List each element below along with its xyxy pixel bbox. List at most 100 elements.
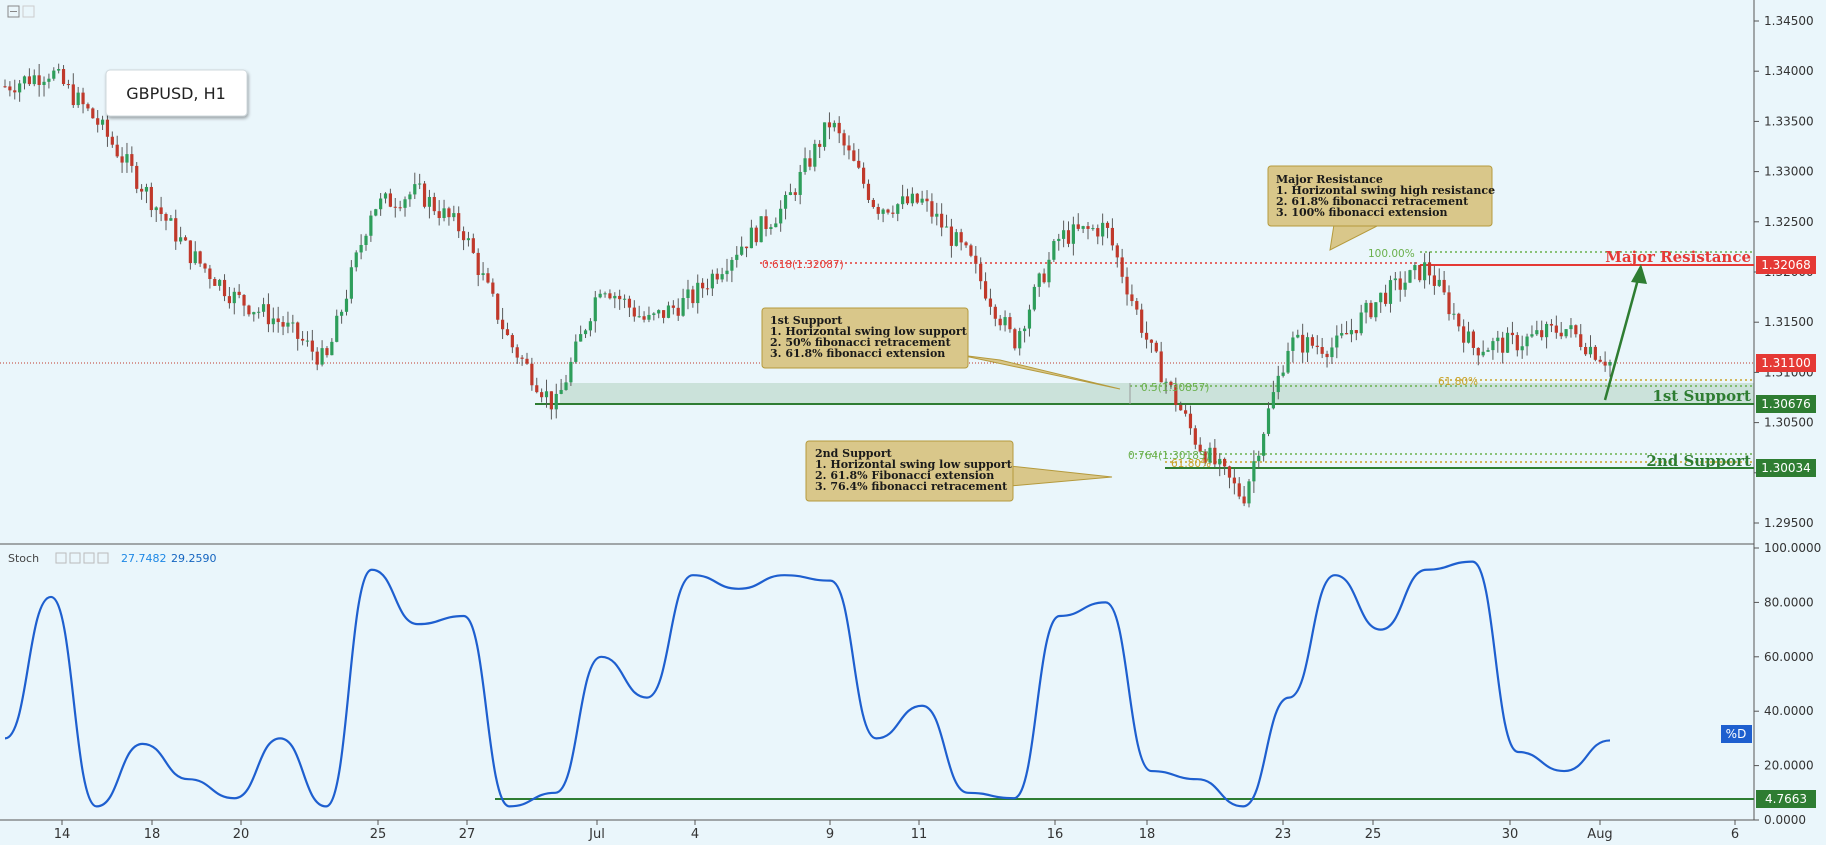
candle-body <box>1125 276 1129 295</box>
candle-body <box>315 351 319 365</box>
first-support-note-line-3: 3. 61.8% fibonacci extension <box>770 347 945 360</box>
candle-body <box>1071 224 1075 244</box>
candle-body <box>949 226 954 246</box>
candle-body <box>144 186 149 192</box>
stoch-support-tag: 4.7663 <box>1756 790 1816 808</box>
candle-body <box>1349 330 1354 335</box>
candle-body <box>271 318 275 325</box>
candle-body <box>1281 372 1285 376</box>
candle-body <box>647 314 651 320</box>
candle-body <box>915 193 919 203</box>
stoch-settings-icon[interactable] <box>55 552 109 564</box>
stoch-axis[interactable]: 100.0000 80.0000 60.0000 40.0000 20.0000 0.00… <box>1754 541 1821 827</box>
candle-body <box>993 306 997 319</box>
candle-body <box>154 207 158 211</box>
candle-body <box>998 318 1002 326</box>
price-tick-label: 1.32500 <box>1764 215 1814 229</box>
candle-body <box>476 252 480 276</box>
candle-body <box>983 281 988 299</box>
time-tick-label: 6 <box>1731 827 1739 842</box>
candle-body <box>798 171 802 195</box>
time-axis[interactable]: 14 18 20 25 27 Jul 4 9 11 16 18 23 25 30 Aug 6 <box>54 820 1739 842</box>
candle-body <box>1559 332 1563 337</box>
candle-body <box>139 188 144 192</box>
candle-body <box>66 84 71 86</box>
candle-body <box>447 208 451 218</box>
current-price-tag: 1.31100 <box>1756 354 1816 372</box>
candle-body <box>588 321 593 331</box>
candle-body <box>1520 346 1524 351</box>
candle-body <box>1588 346 1593 355</box>
candle-body <box>1022 328 1027 332</box>
candle-body <box>76 92 80 106</box>
candle-body <box>1115 245 1119 258</box>
candle-body <box>296 322 300 339</box>
projection-arrow <box>1603 264 1647 401</box>
candle-body <box>1549 323 1554 326</box>
time-tick-label: 20 <box>233 827 250 842</box>
candle-body <box>686 289 690 299</box>
candle-body <box>1032 286 1036 310</box>
candle-body <box>671 305 675 308</box>
candle-body <box>964 242 968 246</box>
candle-body <box>42 81 46 85</box>
stoch-d-line <box>4 560 1611 808</box>
candle-body <box>437 211 441 219</box>
candle-body <box>335 315 339 342</box>
time-tick-label: 18 <box>1139 827 1156 842</box>
candle-body <box>1364 302 1368 313</box>
candle-body <box>13 90 17 93</box>
candle-body <box>369 215 373 236</box>
second-support-note-line-3: 3. 76.4% fibonacci retracement <box>815 480 1008 493</box>
candle-body <box>725 270 729 275</box>
candle-body <box>359 244 363 253</box>
first-support-note-line-2: 2. 50% fibonacci retracement <box>770 336 952 349</box>
fib-100-label: 100.00% <box>1368 248 1415 260</box>
first-support-note-title: 1st Support <box>770 314 843 327</box>
candle-body <box>383 193 388 199</box>
stoch-support-tag-text: 4.7663 <box>1765 792 1807 806</box>
candle-body <box>1301 334 1305 353</box>
candle-body <box>8 86 12 91</box>
candle-body <box>257 311 261 313</box>
first-support-note: 1st Support 1. Horizontal swing low supp… <box>761 307 1121 390</box>
candle-body <box>340 311 344 316</box>
candle-body <box>808 158 812 167</box>
candle-body <box>554 393 558 410</box>
candlestick-series <box>3 63 1612 508</box>
candle-body <box>618 295 622 300</box>
candle-body <box>466 238 471 241</box>
candle-body <box>1564 329 1568 337</box>
candle-body <box>1203 451 1207 463</box>
candle-body <box>691 289 695 304</box>
maximize-icon[interactable] <box>22 5 35 18</box>
candle-body <box>574 341 578 362</box>
candle-body <box>242 294 246 306</box>
candle-body <box>27 76 31 85</box>
candle-body <box>735 254 739 260</box>
stoch-tick-label: 60.0000 <box>1764 650 1814 664</box>
candle-body <box>418 183 422 185</box>
candle-body <box>827 122 832 128</box>
candle-body <box>1447 292 1451 315</box>
candle-body <box>1437 279 1441 286</box>
candle-body <box>652 313 656 315</box>
candle-body <box>813 143 817 167</box>
resistance-note-line-2: 2. 61.8% fibonacci retracement <box>1276 195 1469 208</box>
candle-body <box>969 245 973 256</box>
candle-body <box>862 167 866 184</box>
candle-body <box>842 133 846 146</box>
symbol-title-box: GBPUSD, H1 <box>105 69 248 117</box>
candle-body <box>1535 330 1539 335</box>
candle-body <box>622 298 627 300</box>
candle-body <box>1232 477 1236 484</box>
candle-body <box>1496 337 1500 342</box>
collapse-icon[interactable] <box>7 5 20 18</box>
candle-body <box>1525 336 1529 347</box>
candle-body <box>1540 330 1544 338</box>
candle-body <box>1354 330 1358 334</box>
candle-body <box>730 259 734 271</box>
candle-body <box>1315 345 1319 348</box>
candle-body <box>1579 334 1583 347</box>
